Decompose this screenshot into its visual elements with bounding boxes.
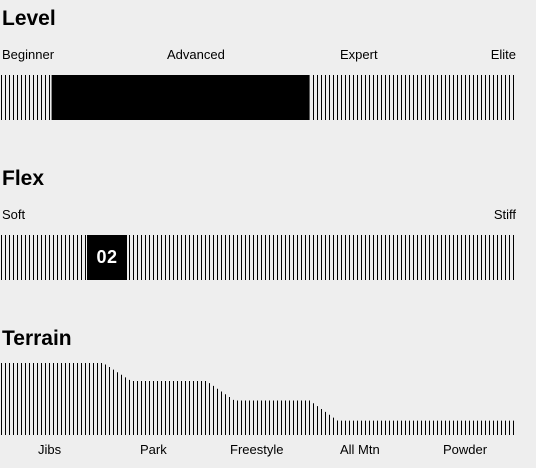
flex-value-badge: 02 — [87, 235, 127, 280]
flex-scale-bar[interactable]: 02 — [0, 235, 516, 280]
flex-label-stiff: Stiff — [493, 207, 516, 222]
terrain-label-all-mtn: All Mtn — [340, 442, 380, 457]
flex-title: Flex — [2, 167, 45, 190]
level-title: Level — [2, 7, 56, 30]
level-label-expert: Expert — [340, 47, 378, 62]
level-label-elite: Elite — [490, 47, 516, 62]
flex-scale-graphic — [1, 235, 514, 280]
level-range-bar[interactable] — [0, 75, 516, 120]
terrain-label-powder: Powder — [443, 442, 488, 457]
level-selected-range — [51, 75, 310, 120]
terrain-profile-graphic — [1, 363, 514, 435]
terrain-profile — [0, 363, 516, 435]
terrain-label-park: Park — [140, 442, 167, 457]
terrain-label-jibs: Jibs — [38, 442, 62, 457]
terrain-title: Terrain — [2, 327, 72, 350]
flex-label-soft: Soft — [2, 207, 26, 222]
terrain-label-freestyle: Freestyle — [230, 442, 284, 457]
level-range-graphic — [1, 75, 514, 120]
level-label-beginner: Beginner — [2, 47, 55, 62]
level-label-advanced: Advanced — [167, 47, 225, 62]
